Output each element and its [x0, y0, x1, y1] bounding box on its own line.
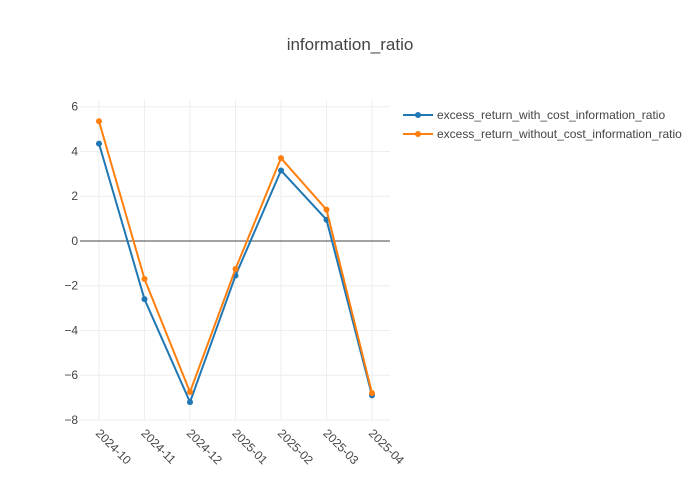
x-tick-label: 2024-10 — [93, 426, 134, 467]
legend[interactable]: excess_return_with_cost_information_rati… — [403, 108, 682, 141]
data-point[interactable] — [187, 389, 193, 396]
data-point[interactable] — [141, 276, 148, 283]
data-point[interactable] — [141, 296, 148, 303]
x-tick-label: 2025-02 — [275, 426, 316, 467]
y-tick-label: 2 — [71, 189, 78, 203]
legend-marker-with-cost — [415, 112, 421, 118]
grid — [80, 100, 390, 421]
data-point[interactable] — [187, 399, 193, 406]
legend-label-with-cost: excess_return_with_cost_information_rati… — [437, 108, 665, 122]
legend-marker-without-cost — [415, 131, 421, 137]
x-axis: 2024-10 2024-11 2024-12 2025-01 2025-02 2025-… — [93, 426, 407, 467]
legend-item-with-cost[interactable]: excess_return_with_cost_information_rati… — [403, 108, 665, 122]
y-tick-label: −2 — [64, 279, 78, 293]
data-point[interactable] — [369, 390, 375, 397]
y-tick-label: 6 — [71, 100, 78, 114]
x-tick-label: 2025-03 — [320, 426, 361, 467]
x-tick-label: 2024-11 — [138, 426, 179, 467]
data-point[interactable] — [323, 206, 330, 213]
legend-item-without-cost[interactable]: excess_return_without_cost_information_r… — [403, 127, 682, 141]
x-tick-label: 2024-12 — [184, 426, 225, 467]
data-point[interactable] — [278, 155, 284, 162]
plot-series — [96, 118, 375, 406]
y-tick-label: −8 — [64, 413, 78, 427]
y-tick-label: −6 — [64, 368, 78, 382]
y-axis: −8 −6 −4 −2 0 2 4 6 — [64, 100, 78, 427]
y-tick-label: −4 — [64, 323, 78, 337]
data-point[interactable] — [96, 118, 102, 125]
legend-label-without-cost: excess_return_without_cost_information_r… — [437, 127, 682, 141]
x-tick-label: 2025-01 — [229, 426, 270, 467]
data-point[interactable] — [278, 167, 284, 174]
data-point[interactable] — [232, 265, 239, 272]
series-without-cost — [96, 118, 375, 397]
data-point[interactable] — [96, 140, 102, 147]
y-tick-label: 0 — [71, 234, 78, 248]
chart-title: information_ratio — [287, 35, 414, 54]
x-tick-label: 2025-04 — [366, 426, 407, 467]
y-tick-label: 4 — [71, 144, 78, 158]
